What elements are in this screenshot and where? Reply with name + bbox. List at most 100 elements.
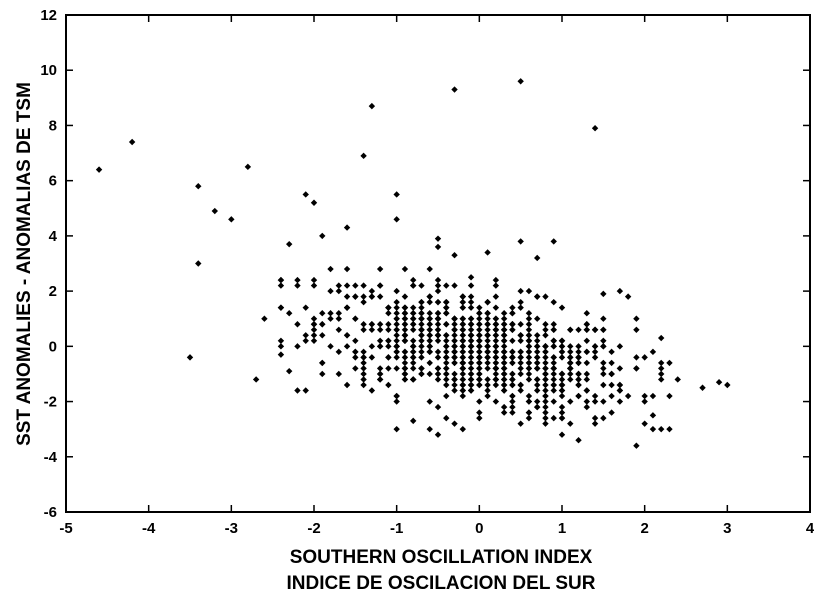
data-point: [542, 420, 549, 427]
data-point: [376, 365, 384, 372]
data-point: [583, 310, 590, 317]
data-point: [542, 403, 549, 411]
data-point: [509, 348, 516, 356]
data-point: [401, 370, 409, 378]
data-point: [393, 425, 400, 433]
data-point: [649, 412, 657, 419]
data-point: [401, 332, 409, 339]
data-point: [509, 326, 516, 333]
data-point: [500, 337, 508, 345]
data-point: [459, 354, 466, 361]
data-point: [360, 282, 367, 289]
data-point: [352, 282, 359, 289]
data-point: [319, 359, 326, 367]
plot-frame: [65, 14, 811, 513]
data-point: [443, 304, 450, 311]
data-point: [459, 337, 466, 345]
data-point: [534, 387, 541, 394]
data-point: [286, 367, 293, 375]
data-point: [492, 332, 500, 339]
data-point: [476, 376, 483, 383]
data-point: [286, 310, 293, 317]
data-point: [368, 354, 376, 361]
data-point: [525, 343, 533, 350]
data-point: [517, 370, 524, 378]
data-point: [542, 293, 549, 300]
data-point: [509, 304, 516, 311]
data-point: [484, 381, 491, 389]
data-point: [550, 354, 557, 361]
data-point: [534, 365, 541, 372]
data-point: [558, 337, 566, 345]
data-point: [434, 287, 442, 295]
data-point: [575, 370, 582, 378]
data-point: [542, 376, 549, 383]
data-point: [484, 365, 491, 372]
data-point: [600, 370, 607, 378]
data-point: [443, 343, 450, 350]
data-point: [633, 315, 640, 322]
data-point: [517, 332, 524, 339]
data-point: [434, 298, 442, 306]
y-tick-label: 8: [49, 117, 57, 134]
data-point: [343, 332, 351, 339]
y-tick-label: 10: [40, 62, 57, 79]
data-point: [591, 348, 599, 356]
data-point: [418, 315, 425, 322]
data-point: [476, 354, 483, 361]
data-point: [525, 354, 533, 361]
data-point: [451, 359, 458, 367]
data-point: [525, 348, 533, 356]
data-point: [558, 376, 566, 383]
data-point: [591, 326, 599, 333]
data-point: [509, 398, 516, 405]
data-point: [302, 191, 309, 198]
data-point: [649, 425, 657, 433]
data-point: [434, 276, 442, 284]
data-point: [327, 287, 334, 295]
data-point: [542, 326, 549, 333]
data-point: [401, 354, 409, 361]
data-point: [500, 387, 508, 394]
data-point: [492, 315, 500, 322]
data-point: [517, 321, 524, 328]
data-point: [360, 293, 367, 300]
data-point: [649, 392, 657, 400]
data-point: [591, 420, 599, 427]
data-point: [467, 359, 475, 367]
data-point: [608, 370, 615, 378]
data-point: [575, 376, 582, 383]
data-point: [476, 310, 483, 317]
data-point: [451, 376, 458, 383]
data-point: [327, 315, 334, 322]
data-point: [558, 370, 566, 378]
data-point: [525, 398, 533, 405]
data-point: [492, 398, 500, 405]
data-point: [500, 403, 508, 411]
data-point: [434, 243, 442, 251]
data-point: [550, 298, 557, 306]
data-point: [418, 304, 425, 311]
data-point: [558, 348, 566, 356]
data-point: [476, 359, 483, 367]
data-point: [567, 420, 574, 427]
data-point: [467, 274, 475, 281]
data-point: [583, 376, 590, 383]
data-point: [393, 332, 400, 339]
data-point: [385, 354, 392, 361]
data-point: [393, 326, 400, 333]
data-point: [616, 381, 624, 389]
data-point: [525, 287, 533, 295]
data-point: [492, 293, 500, 300]
data-point: [360, 348, 367, 356]
data-point: [575, 359, 582, 367]
data-point: [335, 282, 342, 289]
data-point: [327, 343, 334, 350]
data-point: [426, 310, 433, 317]
y-tick-label: 4: [49, 228, 58, 245]
data-point: [484, 332, 491, 339]
data-point: [608, 392, 615, 400]
data-point: [410, 348, 417, 356]
data-point: [525, 376, 533, 383]
data-point: [443, 282, 450, 289]
